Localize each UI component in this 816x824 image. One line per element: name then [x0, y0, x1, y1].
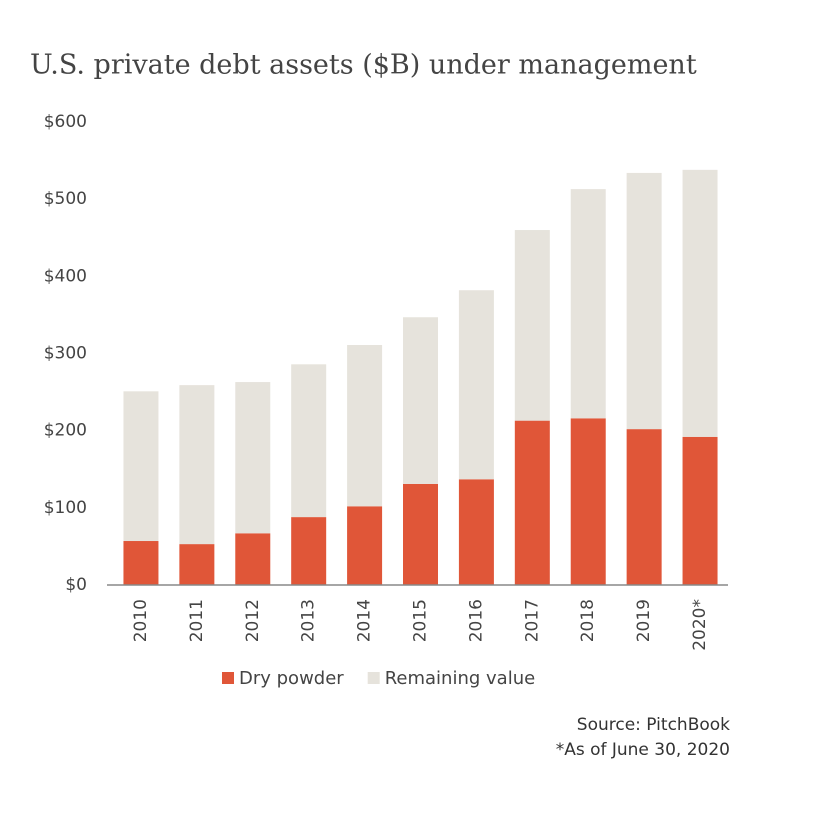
x-tick-label: 2016 — [466, 599, 486, 642]
bar-segment — [235, 533, 271, 585]
bar-segment — [347, 506, 383, 585]
x-tick-label: 2011 — [187, 599, 207, 642]
bar-segment — [403, 483, 438, 585]
bar-segment — [570, 418, 606, 585]
y-tick-label: $600 — [44, 112, 87, 132]
bar-segment — [291, 364, 327, 518]
x-tick-label: 2020* — [690, 599, 710, 651]
footnote: *As of June 30, 2020 — [556, 740, 730, 760]
legend-label: Remaining value — [385, 668, 535, 689]
bar-segment — [403, 317, 438, 484]
x-tick-label: 2013 — [299, 599, 319, 642]
y-tick-label: $300 — [44, 344, 87, 364]
bar-segment — [179, 544, 215, 585]
x-tick-label: 2010 — [131, 599, 151, 642]
bar-segment — [514, 230, 550, 421]
x-tick-label: 2018 — [578, 599, 598, 642]
legend-label: Dry powder — [239, 668, 344, 689]
y-tick-label: $0 — [65, 575, 87, 595]
y-tick-label: $200 — [44, 421, 87, 441]
bar-segment — [347, 345, 383, 507]
bar-segment — [570, 189, 606, 419]
legend-swatch — [222, 672, 234, 684]
bar-segment — [458, 479, 494, 585]
bar-segment — [123, 541, 159, 585]
y-tick-label: $100 — [44, 498, 87, 518]
bar-segment — [682, 436, 718, 585]
bar-segment — [626, 172, 662, 430]
bar-segment — [291, 517, 327, 585]
x-tick-label: 2019 — [634, 599, 654, 642]
bar-segment — [514, 420, 550, 585]
x-tick-label: 2017 — [522, 599, 542, 642]
x-tick-label: 2012 — [243, 599, 263, 642]
bar-segment — [626, 429, 662, 585]
bar-segment — [458, 290, 494, 480]
bar-segment — [682, 169, 718, 437]
bar-segment — [179, 385, 215, 545]
x-tick-label: 2015 — [411, 599, 431, 642]
bar-segment — [235, 382, 271, 534]
bar-segment — [123, 391, 159, 542]
chart-title: U.S. private debt assets ($B) under mana… — [30, 50, 697, 81]
y-tick-label: $400 — [44, 266, 87, 286]
x-tick-label: 2014 — [355, 599, 375, 642]
source-note: Source: PitchBook — [577, 715, 730, 735]
y-tick-label: $500 — [44, 189, 87, 209]
legend-swatch — [367, 672, 380, 684]
